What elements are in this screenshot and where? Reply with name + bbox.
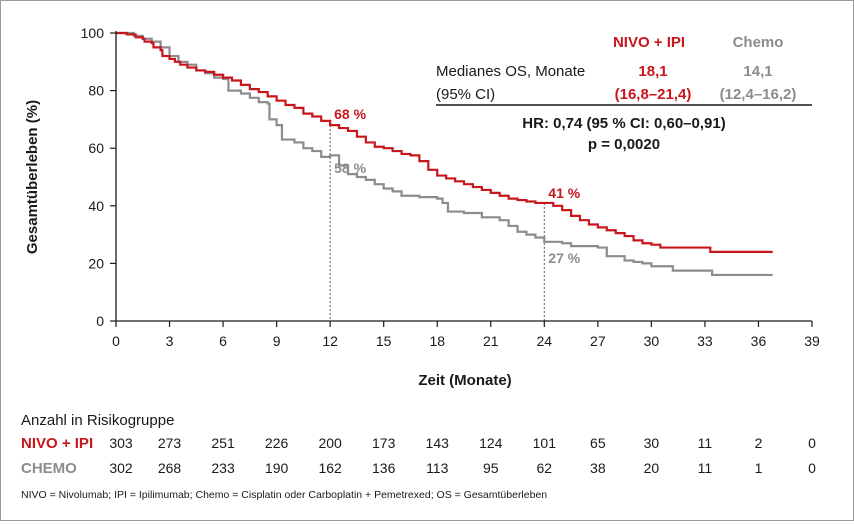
x-tick-label: 27 — [590, 333, 606, 349]
annotation-label: 27 % — [548, 250, 580, 266]
risk-value: 143 — [426, 435, 450, 451]
risk-value: 251 — [211, 435, 235, 451]
x-tick-label: 3 — [166, 333, 174, 349]
risk-value: 268 — [158, 460, 182, 476]
y-axis-title: Gesamtüberleben (%) — [24, 100, 41, 254]
annotation-label: 58 % — [334, 160, 366, 176]
footnote: NIVO = Nivolumab; IPI = Ipilimumab; Chem… — [21, 489, 547, 501]
risk-value: 30 — [644, 435, 660, 451]
x-tick-label: 12 — [322, 333, 338, 349]
risk-value: 136 — [372, 460, 396, 476]
x-tick-label: 9 — [273, 333, 281, 349]
y-tick-label: 0 — [96, 313, 104, 329]
summary-row1-label: Medianes OS, Monate — [436, 63, 585, 80]
risk-table-title: Anzahl in Risikogruppe — [21, 412, 174, 429]
risk-value: 0 — [808, 435, 816, 451]
curve-nivo-ipi — [116, 31, 773, 253]
risk-value: 65 — [590, 435, 606, 451]
y-tick-label: 40 — [88, 198, 104, 214]
risk-value: 0 — [808, 460, 816, 476]
risk-value: 113 — [426, 460, 449, 476]
x-tick-label: 33 — [697, 333, 713, 349]
x-tick-label: 39 — [804, 333, 820, 349]
risk-value: 11 — [698, 435, 713, 451]
risk-value: 95 — [483, 460, 499, 476]
x-tick-label: 21 — [483, 333, 499, 349]
survival-curves — [116, 31, 773, 277]
annotation-label: 68 % — [334, 106, 366, 122]
summary-row2-nivo-ipi: (16,8–21,4) — [615, 86, 692, 103]
summary-row1-chemo: 14,1 — [743, 63, 772, 80]
y-tick-label: 20 — [88, 255, 104, 271]
risk-value: 101 — [533, 435, 557, 451]
risk-value: 162 — [318, 460, 342, 476]
risk-row-label-nivo-ipi: NIVO + IPI — [21, 435, 93, 452]
risk-value: 233 — [211, 460, 235, 476]
x-tick-label: 15 — [376, 333, 392, 349]
risk-value: 38 — [590, 460, 606, 476]
risk-value: 1 — [755, 460, 763, 476]
hazard-ratio-text: HR: 0,74 (95 % CI: 0,60–0,91) — [522, 115, 725, 132]
summary-row2-chemo: (12,4–16,2) — [720, 86, 797, 103]
risk-value: 302 — [109, 460, 133, 476]
summary-row1-nivo-ipi: 18,1 — [638, 63, 667, 80]
summary-header-nivo-ipi: NIVO + IPI — [613, 34, 685, 51]
risk-value: 303 — [109, 435, 133, 451]
curve-annotations: 68 % 58 % 41 % 27 % — [334, 106, 581, 266]
summary-row2-label: (95% CI) — [436, 86, 495, 103]
p-value-text: p = 0,0020 — [588, 136, 660, 153]
summary-header-chemo: Chemo — [733, 34, 784, 51]
risk-value: 226 — [265, 435, 289, 451]
y-tick-label: 100 — [81, 25, 105, 41]
summary-table: NIVO + IPI Chemo Medianes OS, Monate 18,… — [436, 34, 812, 153]
y-tick-label: 80 — [88, 83, 104, 99]
risk-value: 11 — [698, 460, 713, 476]
risk-value: 200 — [318, 435, 342, 451]
risk-value: 124 — [479, 435, 503, 451]
x-tick-label: 0 — [112, 333, 120, 349]
risk-value: 273 — [158, 435, 182, 451]
x-tick-label: 18 — [429, 333, 445, 349]
risk-value: 2 — [755, 435, 763, 451]
risk-value: 62 — [537, 460, 553, 476]
x-tick-label: 24 — [537, 333, 553, 349]
x-axis-title: Zeit (Monate) — [418, 372, 511, 389]
y-tick-label: 60 — [88, 140, 104, 156]
annotation-label: 41 % — [548, 185, 580, 201]
x-tick-label: 36 — [751, 333, 767, 349]
risk-value: 173 — [372, 435, 396, 451]
reference-lines — [329, 125, 545, 321]
risk-value: 20 — [644, 460, 660, 476]
risk-value: 190 — [265, 460, 289, 476]
x-tick-label: 6 — [219, 333, 227, 349]
x-tick-label: 30 — [644, 333, 660, 349]
risk-row-label-chemo: CHEMO — [21, 460, 77, 477]
